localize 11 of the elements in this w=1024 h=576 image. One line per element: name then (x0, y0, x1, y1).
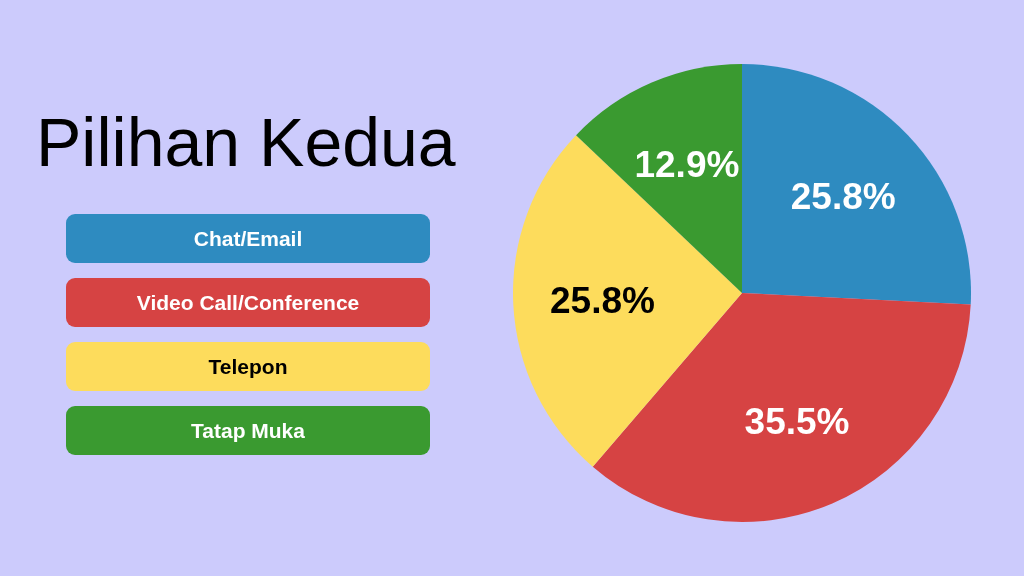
legend-label: Video Call/Conference (136, 290, 360, 315)
data-label: 25.8% (550, 279, 655, 321)
data-label: 35.5% (744, 400, 850, 442)
pie-slice (513, 135, 742, 467)
text: Pilihan Kedua (36, 103, 456, 182)
data-label: 25.8% (790, 176, 896, 218)
legend-label: Chat/Email (193, 226, 303, 251)
data-label: 12.9% (634, 144, 740, 186)
pie-slice (742, 64, 971, 305)
legend-label: Telepon (208, 354, 288, 379)
legend-label: Tatap Muka (191, 418, 305, 443)
